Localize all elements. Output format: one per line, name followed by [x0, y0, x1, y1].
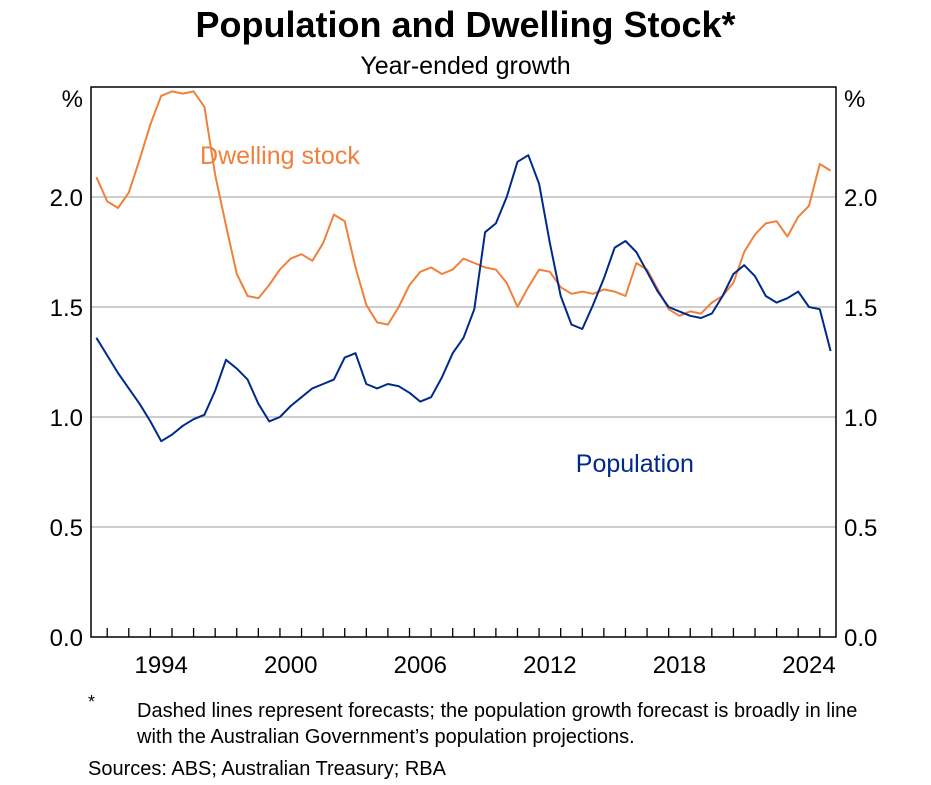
y-tick-label-left: 0.0	[50, 625, 83, 652]
y-unit-right: %	[844, 86, 865, 113]
x-tick-label: 2024	[782, 652, 835, 679]
y-tick-label-left: 0.5	[50, 515, 83, 542]
x-axis: 1994 2000 2006 2012 2018 2024	[106, 628, 836, 679]
y-tick-label-left: 1.5	[50, 295, 83, 322]
series-line-dwelling-stock	[95, 90, 832, 326]
plot-frame	[90, 86, 837, 638]
series-label-population: Population	[576, 450, 694, 478]
chart-title: Population and Dwelling Stock*	[195, 4, 736, 45]
y-axis-left: 0.0 0.5 1.0 1.5 2.0	[50, 185, 83, 652]
y-tick-label-right: 1.5	[844, 295, 877, 322]
y-tick-label-left: 1.0	[50, 405, 83, 432]
y-axis-right: 0.0 0.5 1.0 1.5 2.0	[844, 185, 877, 652]
series-label-dwelling-stock: Dwelling stock	[200, 142, 360, 170]
y-tick-label-right: 0.0	[844, 625, 877, 652]
y-tick-label-right: 1.0	[844, 405, 877, 432]
y-tick-label-right: 0.5	[844, 515, 877, 542]
x-tick-label: 2006	[394, 652, 447, 679]
footnote-text: Dashed lines represent forecasts; the po…	[137, 700, 858, 748]
footnote-mark: *	[88, 692, 96, 712]
x-tick-label: 2018	[653, 652, 706, 679]
line-chart: 1994 2000 2006 2012 2018 2024 0.0 0.5 1.0 1.5 2.0…	[50, 86, 878, 679]
y-unit-left: %	[62, 86, 83, 113]
series-line-population	[95, 154, 832, 443]
series-lines	[95, 90, 832, 443]
y-tick-label-right: 2.0	[844, 185, 877, 212]
x-tick-label: 2000	[264, 652, 317, 679]
y-tick-label-left: 2.0	[50, 185, 83, 212]
chart-subtitle: Year-ended growth	[360, 52, 571, 80]
gridlines	[91, 196, 836, 528]
x-tick-label: 2012	[523, 652, 576, 679]
x-tick-label: 1994	[134, 652, 187, 679]
sources-note: Sources: ABS; Australian Treasury; RBA	[88, 758, 446, 780]
